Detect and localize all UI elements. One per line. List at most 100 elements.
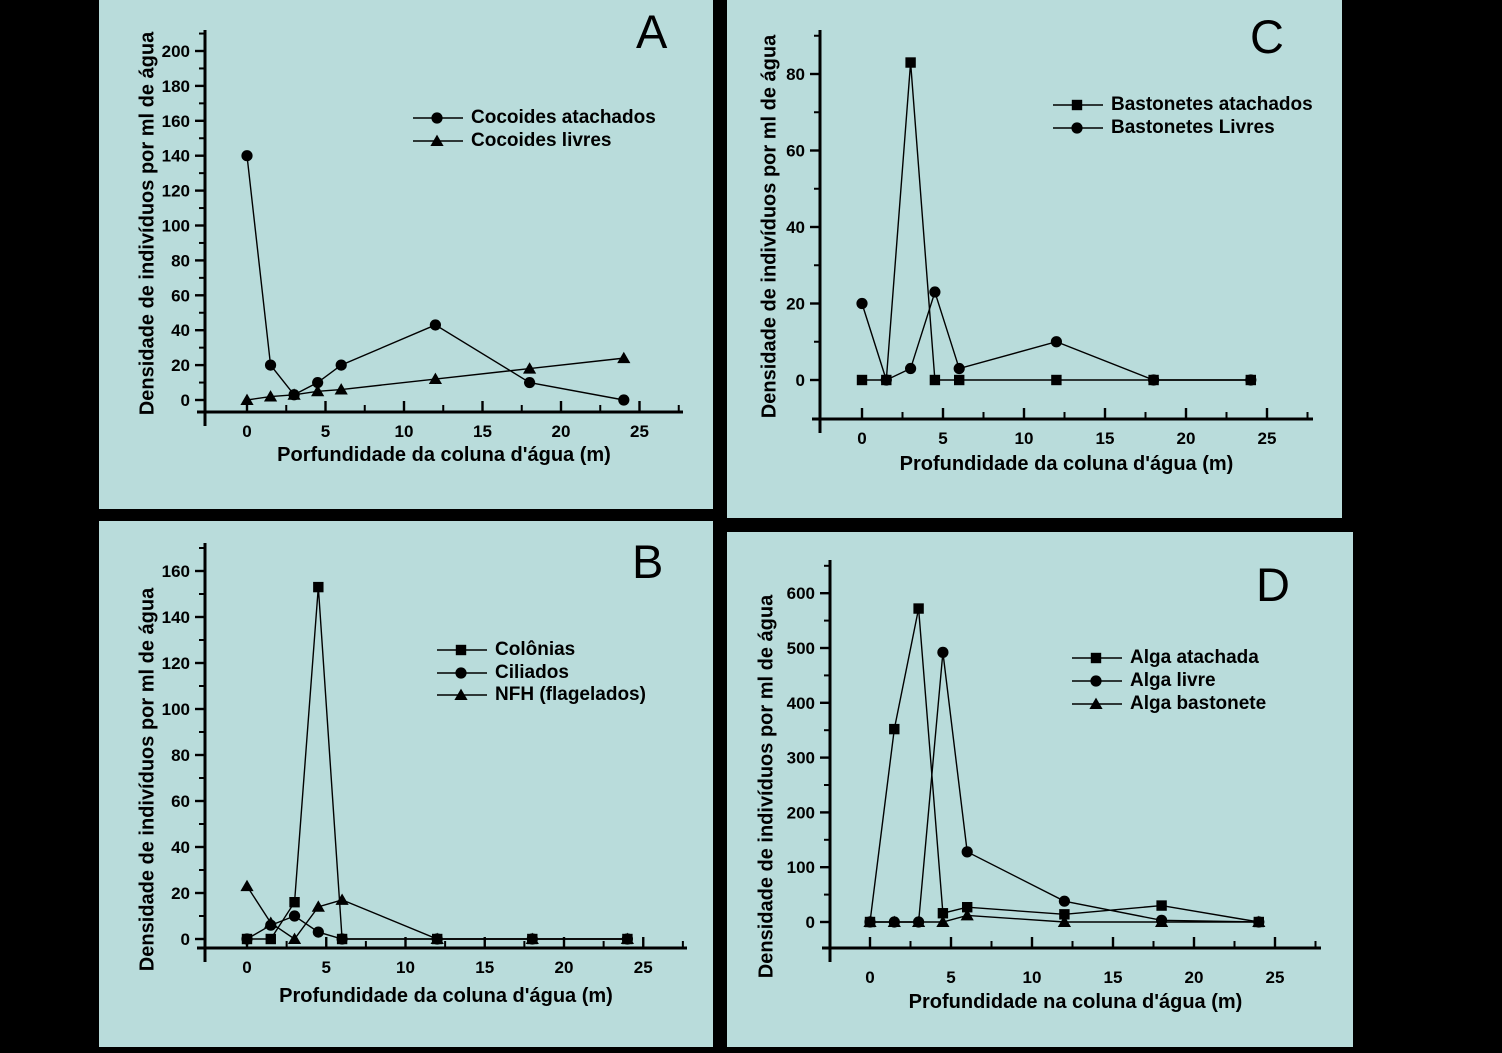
legend-marker-circle-icon [1053, 122, 1103, 134]
legend-marker-circle-icon [1072, 675, 1122, 687]
legend-a: Cocoides atachados Cocoides livres [413, 107, 656, 153]
y-tick-label: 20 [786, 295, 805, 314]
marker-square-icon [1090, 652, 1102, 664]
y-axis-title-a: Densidade de indivíduos por ml de água [136, 31, 159, 416]
y-tick-label: 200 [787, 803, 815, 822]
data-point-square-icon [937, 908, 949, 919]
x-tick-label: 25 [1266, 968, 1285, 987]
data-point-circle-icon [929, 286, 941, 298]
data-point-square-icon [913, 603, 924, 614]
data-point-square-icon [856, 374, 868, 386]
data-point-triangle-icon [887, 915, 901, 927]
data-point-triangle-icon [620, 932, 634, 944]
y-tick-label: 60 [171, 286, 190, 305]
x-axis-title-c: Profundidade da coluna d'água (m) [899, 453, 1234, 475]
data-point-square-icon [313, 581, 324, 593]
data-point-square-icon [954, 374, 965, 386]
legend-marker-circle-icon [437, 666, 487, 679]
y-tick-label: 80 [171, 251, 190, 270]
legend-label: Cocoides livres [471, 130, 612, 151]
data-point-square-icon [1059, 909, 1070, 920]
legend-item: Cocoides atachados [413, 107, 656, 130]
x-tick-label: 20 [1177, 429, 1196, 448]
y-axis-title-b: Densidade de indivíduos por ml de água [136, 587, 159, 972]
data-point-triangle-icon [863, 915, 877, 927]
data-point-square-icon [289, 897, 300, 908]
y-tick-label: 200 [162, 42, 190, 61]
legend-item: Alga atachada [1072, 647, 1266, 670]
data-point-circle-icon [880, 374, 892, 386]
y-tick-label: 120 [162, 182, 190, 201]
legend-marker-circle-icon [413, 112, 463, 124]
legend-item: NFH (flagelados) [437, 684, 646, 707]
x-tick-label: 10 [1015, 429, 1034, 448]
x-tick-label: 5 [321, 422, 330, 441]
series-line [861, 289, 1251, 381]
data-point-circle-icon [288, 910, 301, 922]
data-point-square-icon [905, 57, 916, 68]
data-point-circle-icon [336, 933, 348, 945]
data-point-circle-icon [429, 319, 441, 331]
data-point-triangle-icon [287, 932, 302, 944]
legend-label: Ciliados [495, 661, 569, 683]
legend-item: Bastonetes atachados [1053, 94, 1313, 117]
marker-triangle-icon [430, 134, 444, 146]
legend-b: Colônias Ciliados NFH (flagelados) [437, 639, 646, 707]
legend-item: Alga bastonete [1072, 693, 1266, 716]
y-tick-label: 80 [171, 746, 190, 765]
legend-label: Alga bastonete [1130, 693, 1267, 714]
y-tick-label: 0 [806, 913, 815, 932]
legend-marker-triangle-icon [413, 134, 463, 146]
y-axis-title-d: Densidade de indivíduos por ml de água [755, 594, 778, 979]
marker-square-icon [1071, 99, 1083, 111]
data-point-triangle-icon [287, 388, 301, 400]
x-tick-label: 0 [857, 429, 866, 448]
data-point-circle-icon [1050, 336, 1062, 348]
x-axis-title-b: Profundidade da coluna d'água (m) [279, 985, 613, 1007]
x-tick-label: 10 [395, 422, 414, 441]
data-point-triangle-icon [240, 393, 254, 405]
series-line [246, 885, 628, 940]
y-tick-label: 160 [162, 562, 190, 581]
data-point-triangle-icon [617, 351, 631, 364]
legend-marker-triangle-icon [437, 688, 487, 700]
x-tick-label: 5 [938, 429, 947, 448]
plot-area-a: 0 20 40 60 80 100 120 140 160 180 200 0 5 10 15 20 25 [162, 30, 683, 441]
y-tick-label: 20 [171, 884, 190, 903]
series-line [869, 608, 1259, 923]
marker-triangle-icon [1089, 697, 1103, 709]
y-tick-label: 20 [171, 356, 190, 375]
y-axis-title-c: Densidade de indivíduos por ml de água [758, 34, 781, 419]
x-tick-label: 15 [1104, 968, 1123, 987]
data-point-circle-icon [1058, 895, 1070, 907]
series-line [862, 62, 1251, 381]
y-tick-label: 60 [171, 792, 190, 811]
x-tick-label: 10 [396, 958, 415, 977]
y-tick-label: 160 [162, 112, 190, 131]
data-point-square-icon [1051, 374, 1062, 386]
y-tick-label: 0 [181, 391, 190, 410]
panel-b: 0 20 40 60 80 100 120 140 160 0 5 10 15 20 25 Densidad… [99, 521, 713, 1047]
panel-letter-d: D [1256, 558, 1290, 611]
legend-label: NFH (flagelados) [495, 684, 646, 705]
panel-a: 0 20 40 60 80 100 120 140 160 180 200 0 5 10 15 20 25 De… [99, 0, 713, 509]
legend-marker-triangle-icon [1072, 697, 1122, 709]
y-tick-label: 60 [786, 142, 805, 161]
data-point-triangle-icon [1155, 915, 1169, 927]
y-tick-label: 600 [787, 584, 815, 603]
data-point-triangle-icon [334, 383, 348, 395]
data-point-circle-icon [312, 926, 324, 938]
x-tick-label: 0 [242, 958, 251, 977]
series-line [246, 357, 624, 401]
y-tick-label: 100 [162, 700, 190, 719]
legend-item: Colônias [437, 639, 646, 662]
y-tick-label: 40 [786, 218, 805, 237]
data-point-triangle-icon [240, 879, 254, 892]
x-tick-label: 25 [630, 422, 649, 441]
legend-label: Bastonetes atachados [1111, 94, 1313, 115]
y-tick-label: 40 [171, 838, 190, 857]
y-tick-label: 180 [162, 77, 190, 96]
plot-area-c: 0 20 40 60 80 0 5 10 15 20 25 [786, 30, 1313, 448]
x-tick-label: 25 [634, 958, 653, 977]
